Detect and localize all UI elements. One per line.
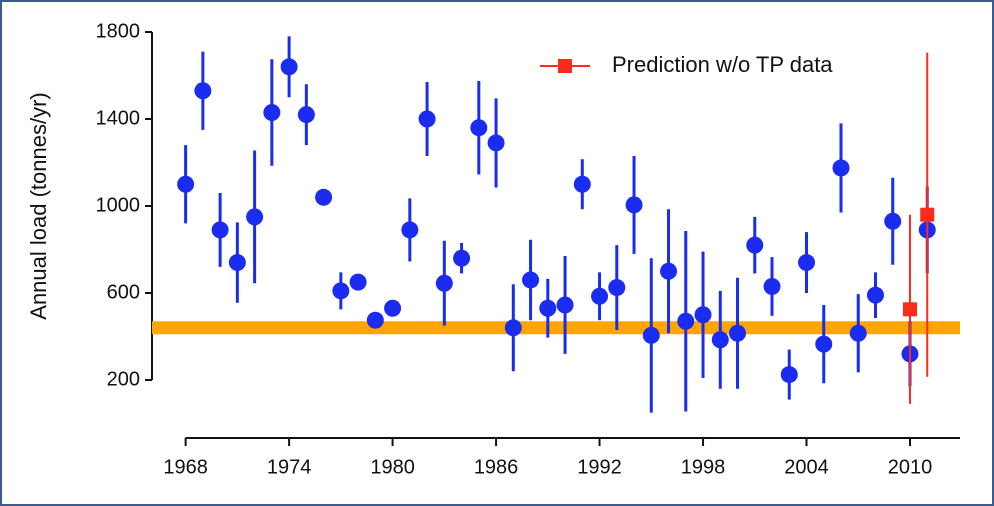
point	[780, 366, 798, 384]
point	[194, 82, 212, 100]
point	[884, 212, 902, 230]
point	[694, 306, 712, 324]
point	[902, 302, 917, 317]
point	[608, 279, 626, 297]
point	[401, 221, 419, 239]
point	[366, 311, 384, 329]
y-tick-label: 200	[107, 368, 140, 390]
point	[677, 312, 695, 330]
point	[866, 286, 884, 304]
x-tick-label: 1980	[370, 456, 415, 478]
point	[798, 254, 816, 272]
point	[522, 271, 540, 289]
x-tick-label: 1968	[163, 456, 208, 478]
point	[418, 110, 436, 128]
point	[349, 273, 367, 291]
point	[625, 196, 643, 214]
point	[263, 103, 281, 121]
point	[729, 324, 747, 342]
x-tick-label: 1998	[681, 456, 726, 478]
point	[315, 188, 333, 206]
point	[642, 326, 660, 344]
point	[211, 221, 229, 239]
y-tick-label: 1000	[96, 194, 141, 216]
point	[815, 335, 833, 353]
y-axis-label: Annual load (tonnes/yr)	[26, 92, 51, 319]
point	[849, 324, 867, 342]
point	[746, 236, 764, 254]
point	[280, 58, 298, 76]
point	[920, 207, 935, 222]
x-tick-label: 1992	[577, 456, 622, 478]
point	[573, 175, 591, 193]
point	[763, 277, 781, 295]
legend-label: Prediction w/o TP data	[612, 52, 833, 77]
point	[297, 106, 315, 124]
point	[246, 208, 264, 226]
point	[228, 254, 246, 272]
y-tick-label: 1400	[96, 107, 141, 129]
point	[384, 299, 402, 317]
point	[332, 282, 350, 300]
point	[470, 119, 488, 137]
legend-marker	[558, 59, 572, 73]
y-tick-label: 1800	[96, 20, 141, 42]
point	[177, 175, 195, 193]
point	[660, 262, 678, 280]
x-tick-label: 2004	[784, 456, 829, 478]
x-tick-label: 1974	[267, 456, 312, 478]
point	[711, 331, 729, 349]
point	[504, 319, 522, 337]
point	[487, 134, 505, 152]
point	[556, 296, 574, 314]
point	[832, 159, 850, 177]
x-tick-label: 2010	[888, 456, 933, 478]
point	[453, 249, 471, 267]
y-tick-label: 600	[107, 281, 140, 303]
point	[539, 299, 557, 317]
x-tick-label: 1986	[474, 456, 519, 478]
point	[435, 274, 453, 292]
point	[591, 287, 609, 305]
